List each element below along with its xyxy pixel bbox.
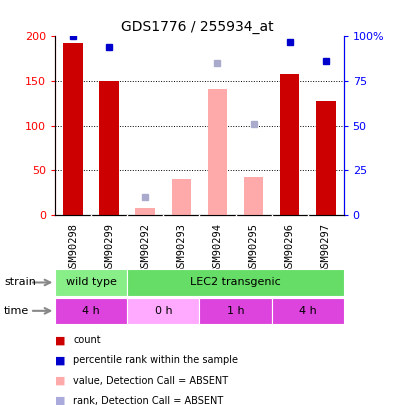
Bar (199, 298, 272, 324)
Text: GSM90295: GSM90295 (248, 223, 259, 273)
Bar (171, 179, 191, 215)
Text: ■: ■ (55, 396, 66, 405)
Text: GSM90294: GSM90294 (213, 223, 222, 273)
Bar (244, 177, 263, 215)
Text: 4 h: 4 h (299, 306, 316, 316)
Bar (55, 269, 127, 296)
Text: GSM90296: GSM90296 (284, 223, 295, 273)
Text: ■: ■ (55, 335, 66, 345)
Text: GSM90298: GSM90298 (68, 223, 78, 273)
Text: time: time (4, 306, 29, 316)
Text: percentile rank within the sample: percentile rank within the sample (73, 356, 238, 365)
Bar (64, 43, 83, 215)
Bar (135, 207, 155, 215)
Text: GSM90292: GSM90292 (140, 223, 150, 273)
Text: 0 h: 0 h (154, 306, 172, 316)
Text: ■: ■ (55, 376, 66, 386)
Bar (280, 74, 299, 215)
Text: wild type: wild type (66, 277, 117, 288)
Text: count: count (73, 335, 101, 345)
Text: GSM90297: GSM90297 (321, 223, 331, 273)
Text: GSM90293: GSM90293 (177, 223, 186, 273)
Bar (208, 89, 228, 215)
Text: LEC2 transgenic: LEC2 transgenic (190, 277, 281, 288)
Bar (127, 298, 199, 324)
Text: strain: strain (4, 277, 36, 288)
Text: 1 h: 1 h (227, 306, 245, 316)
Bar (127, 269, 344, 296)
Text: GSM90299: GSM90299 (104, 223, 115, 273)
Text: GDS1776 / 255934_at: GDS1776 / 255934_at (121, 20, 274, 34)
Bar (316, 100, 335, 215)
Bar (55, 298, 127, 324)
Text: 4 h: 4 h (83, 306, 100, 316)
Bar (272, 298, 344, 324)
Bar (100, 81, 119, 215)
Text: ■: ■ (55, 356, 66, 365)
Text: rank, Detection Call = ABSENT: rank, Detection Call = ABSENT (73, 396, 223, 405)
Text: value, Detection Call = ABSENT: value, Detection Call = ABSENT (73, 376, 228, 386)
